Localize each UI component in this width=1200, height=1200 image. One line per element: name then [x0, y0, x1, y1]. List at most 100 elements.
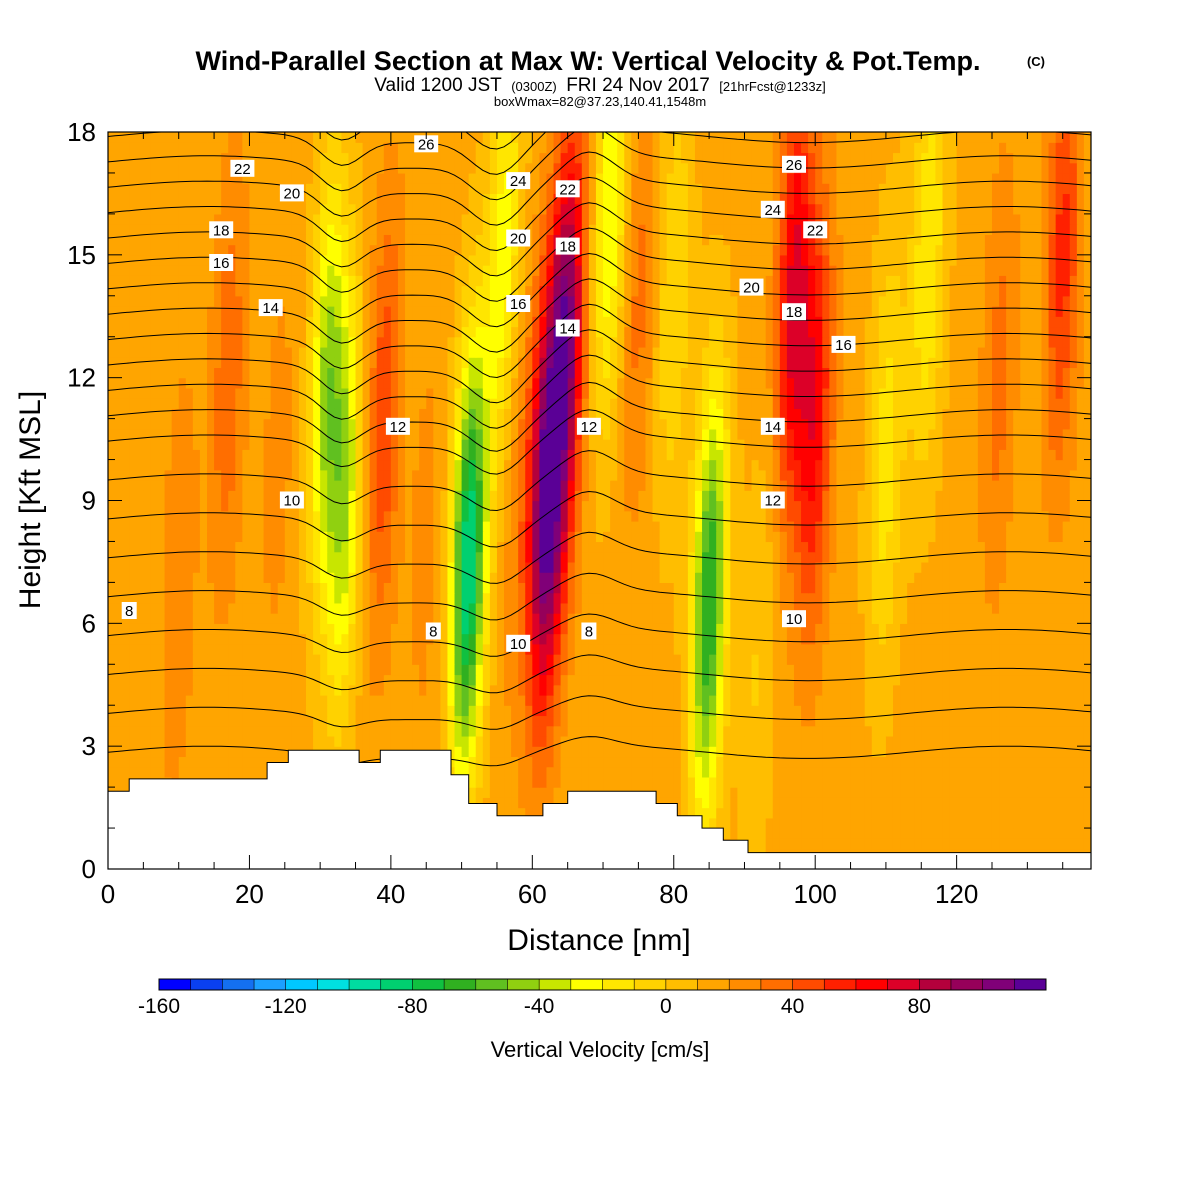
- heatmap-cell: [808, 572, 816, 583]
- heatmap-cell: [221, 592, 229, 604]
- heatmap-cell: [1048, 725, 1057, 737]
- heatmap-cell: [709, 602, 717, 614]
- heatmap-cell: [122, 572, 130, 583]
- heatmap-cell: [793, 817, 802, 829]
- heatmap-cell: [1041, 674, 1050, 686]
- heatmap-cell: [744, 756, 753, 768]
- heatmap-cell: [355, 582, 364, 594]
- heatmap-cell: [1083, 746, 1091, 758]
- heatmap-cell: [419, 633, 427, 645]
- heatmap-cell: [539, 756, 548, 768]
- heatmap-cell: [977, 510, 986, 522]
- heatmap-cell: [185, 572, 194, 583]
- heatmap-cell: [624, 715, 632, 727]
- heatmap-cell: [376, 572, 385, 583]
- heatmap-cell: [334, 582, 342, 594]
- heatmap-cell: [560, 520, 569, 532]
- heatmap-cell: [157, 582, 166, 594]
- heatmap-cell: [687, 756, 696, 768]
- heatmap-cell: [228, 674, 236, 686]
- heatmap-cell: [850, 817, 859, 829]
- heatmap-cell: [680, 694, 689, 706]
- heatmap-cell: [270, 561, 279, 573]
- heatmap-cell: [108, 725, 116, 737]
- heatmap-cell: [1048, 602, 1057, 614]
- heatmap-cell: [716, 705, 724, 717]
- heatmap-cell: [977, 572, 986, 583]
- heatmap-cell: [468, 541, 477, 553]
- heatmap-cell: [942, 828, 951, 839]
- heatmap-cell: [341, 623, 350, 635]
- heatmap-cell: [1020, 623, 1028, 635]
- heatmap-cell: [1041, 510, 1050, 522]
- heatmap-cell: [539, 531, 548, 543]
- heatmap-cell: [376, 674, 385, 686]
- heatmap-cell: [603, 725, 611, 737]
- heatmap-cell: [610, 643, 618, 655]
- heatmap-cell: [376, 654, 385, 665]
- heatmap-cell: [687, 725, 696, 737]
- heatmap-cell: [171, 715, 180, 727]
- heatmap-cell: [348, 541, 357, 553]
- heatmap-cell: [666, 561, 675, 573]
- heatmap-cell: [963, 520, 972, 532]
- heatmap-cell: [1062, 725, 1071, 737]
- heatmap-cell: [1034, 561, 1043, 573]
- heatmap-cell: [1062, 572, 1071, 583]
- heatmap-cell: [588, 715, 597, 727]
- heatmap-cell: [178, 613, 187, 624]
- heatmap-cell: [129, 531, 137, 543]
- heatmap-cell: [935, 623, 944, 635]
- heatmap-cell: [808, 531, 816, 543]
- heatmap-cell: [115, 633, 123, 645]
- heatmap-cell: [320, 500, 328, 512]
- heatmap-cell: [843, 643, 852, 655]
- heatmap-cell: [765, 520, 774, 532]
- heatmap-cell: [136, 582, 144, 594]
- heatmap-cell: [546, 572, 555, 583]
- heatmap-cell: [320, 674, 328, 686]
- heatmap-cell: [779, 817, 788, 829]
- heatmap-cell: [419, 674, 427, 686]
- heatmap-cell: [291, 613, 300, 624]
- heatmap-cell: [192, 531, 201, 543]
- heatmap-cell: [949, 623, 958, 635]
- heatmap-cell: [631, 643, 639, 655]
- heatmap-cell: [532, 674, 540, 686]
- heatmap-cell: [412, 725, 420, 737]
- heatmap-cell: [758, 807, 767, 819]
- heatmap-cell: [284, 510, 293, 522]
- heatmap-cell: [504, 807, 512, 819]
- heatmap-cell: [199, 705, 208, 717]
- heatmap-cell: [235, 633, 243, 645]
- heatmap-cell: [595, 602, 604, 614]
- heatmap-cell: [702, 643, 710, 655]
- heatmap-cell: [942, 715, 951, 727]
- heatmap-cell: [1048, 817, 1057, 829]
- heatmap-cell: [723, 684, 731, 696]
- heatmap-cell: [256, 643, 265, 655]
- heatmap-cell: [178, 561, 187, 573]
- heatmap-cell: [885, 561, 894, 573]
- heatmap-cell: [348, 592, 357, 604]
- heatmap-cell: [1034, 613, 1043, 624]
- heatmap-cell: [680, 510, 689, 522]
- heatmap-cell: [963, 725, 972, 737]
- heatmap-cell: [801, 674, 809, 686]
- heatmap-cell: [786, 817, 795, 829]
- heatmap-cell: [801, 746, 809, 758]
- heatmap-cell: [171, 756, 180, 768]
- heatmap-cell: [1041, 766, 1050, 778]
- heatmap-cell: [369, 613, 378, 624]
- heatmap-cell: [143, 623, 152, 635]
- heatmap-cell: [270, 684, 279, 696]
- heatmap-cell: [581, 531, 590, 543]
- heatmap-cell: [405, 520, 413, 532]
- heatmap-cell: [482, 725, 491, 737]
- heatmap-cell: [1048, 787, 1057, 798]
- heatmap-cell: [977, 766, 986, 778]
- heatmap-cell: [921, 776, 929, 788]
- heatmap-cell: [822, 613, 830, 624]
- chart-title: Wind-Parallel Section at Max W: Vertical…: [196, 46, 981, 76]
- heatmap-cell: [489, 735, 498, 747]
